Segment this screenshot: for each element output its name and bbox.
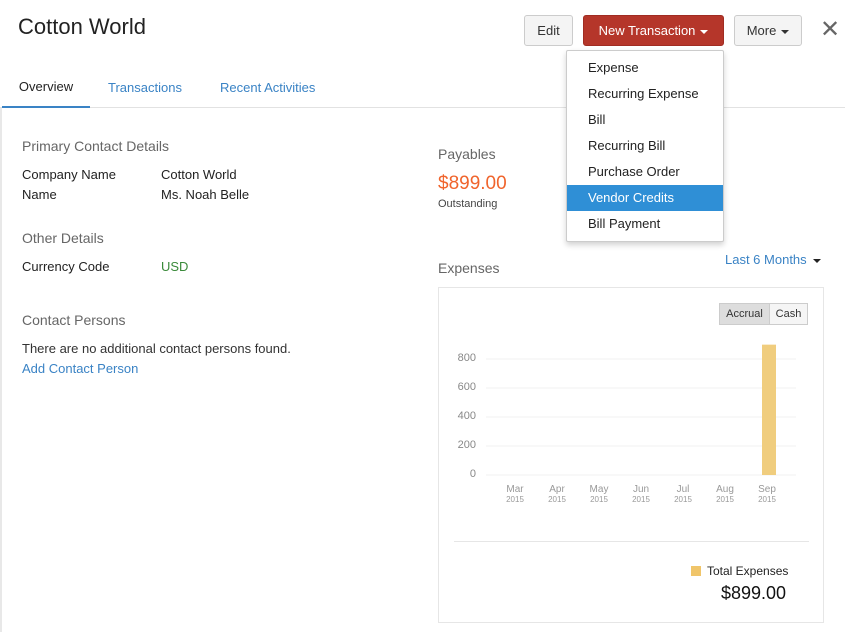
cash-toggle[interactable]: Cash: [769, 303, 808, 325]
contact-persons-heading: Contact Persons: [22, 312, 126, 328]
x-tick-month: Mar: [506, 484, 524, 495]
x-tick-label: Mar 2015: [495, 485, 535, 505]
outstanding-label: Outstanding: [438, 198, 498, 210]
no-contacts-text: There are no additional contact persons …: [22, 341, 291, 356]
edit-button[interactable]: Edit: [524, 15, 573, 46]
x-tick-month: Sep: [758, 484, 776, 495]
currency-code-value: USD: [161, 259, 189, 274]
caret-down-icon: [812, 258, 821, 263]
legend-label: Total Expenses: [707, 564, 789, 578]
caret-down-icon: [781, 29, 790, 34]
y-tick-label: 400: [457, 410, 476, 422]
company-name-value: Cotton World: [161, 167, 237, 182]
x-tick-month: May: [589, 484, 609, 495]
y-tick-label: 200: [457, 439, 476, 451]
new-transaction-menu: Expense Recurring Expense Bill Recurring Bi…: [566, 50, 724, 242]
payables-heading: Payables: [438, 146, 496, 162]
divider: [0, 108, 2, 632]
x-tick-month: Jun: [632, 484, 650, 495]
menu-item-purchase-order[interactable]: Purchase Order: [588, 164, 680, 179]
x-tick-label: Apr 2015: [537, 485, 577, 505]
tab-bar: Overview Transactions Recent Activities: [0, 70, 845, 108]
x-tick-label: Jul 2015: [663, 485, 703, 505]
name-value: Ms. Noah Belle: [161, 187, 250, 202]
menu-item-bill-payment[interactable]: Bill Payment: [588, 216, 661, 231]
new-transaction-button[interactable]: New Transaction: [583, 15, 724, 46]
currency-code-label: Currency Code: [22, 259, 110, 274]
legend-swatch: [691, 566, 701, 576]
y-tick-label: 0: [469, 468, 476, 480]
x-tick-year: 2015: [506, 495, 524, 504]
x-tick-year: 2015: [758, 495, 776, 504]
x-tick-year: 2015: [716, 495, 734, 504]
x-tick-year: 2015: [674, 495, 692, 504]
add-contact-person-link[interactable]: Add Contact Person: [22, 361, 139, 376]
y-tick-label: 800: [457, 352, 476, 364]
period-dropdown[interactable]: Last 6 Months: [725, 252, 821, 267]
total-expenses-amount: $899.00: [721, 583, 787, 603]
divider: [454, 541, 809, 542]
x-tick-label: Sep 2015: [747, 485, 787, 505]
tab-transactions[interactable]: Transactions: [108, 80, 182, 95]
tab-overview[interactable]: Overview: [2, 79, 90, 108]
more-label: More: [746, 23, 777, 38]
payables-amount: $899.00: [438, 173, 507, 194]
menu-item-vendor-credits[interactable]: Vendor Credits: [567, 185, 723, 211]
period-label: Last 6 Months: [725, 252, 807, 267]
tab-recent-activities[interactable]: Recent Activities: [220, 80, 316, 95]
x-tick-year: 2015: [632, 495, 650, 504]
menu-item-expense[interactable]: Expense: [588, 60, 639, 75]
new-transaction-label: New Transaction: [598, 23, 696, 38]
x-tick-year: 2015: [548, 495, 566, 504]
menu-item-bill[interactable]: Bill: [588, 112, 606, 127]
name-label: Name: [22, 187, 57, 202]
expenses-chart-panel: [438, 287, 824, 623]
close-icon[interactable]: ✕: [820, 16, 841, 43]
x-tick-month: Aug: [716, 484, 734, 495]
accrual-toggle[interactable]: Accrual: [719, 303, 770, 325]
x-tick-month: Jul: [676, 484, 690, 495]
x-tick-month: Apr: [549, 484, 565, 495]
x-tick-label: May 2015: [579, 485, 619, 505]
x-tick-year: 2015: [590, 495, 608, 504]
y-tick-label: 600: [457, 381, 476, 393]
company-name-label: Company Name: [22, 167, 116, 182]
caret-down-icon: [700, 29, 709, 34]
bar-sep-2015[interactable]: [762, 344, 776, 475]
expenses-heading: Expenses: [438, 260, 500, 276]
primary-contact-heading: Primary Contact Details: [22, 138, 170, 154]
more-button[interactable]: More: [734, 15, 802, 46]
menu-item-recurring-bill[interactable]: Recurring Bill: [588, 138, 666, 153]
x-tick-label: Jun 2015: [621, 485, 661, 505]
page-title: Cotton World: [18, 14, 146, 39]
other-details-heading: Other Details: [22, 230, 104, 246]
menu-item-recurring-expense[interactable]: Recurring Expense: [588, 86, 699, 101]
x-tick-label: Aug 2015: [705, 485, 745, 505]
